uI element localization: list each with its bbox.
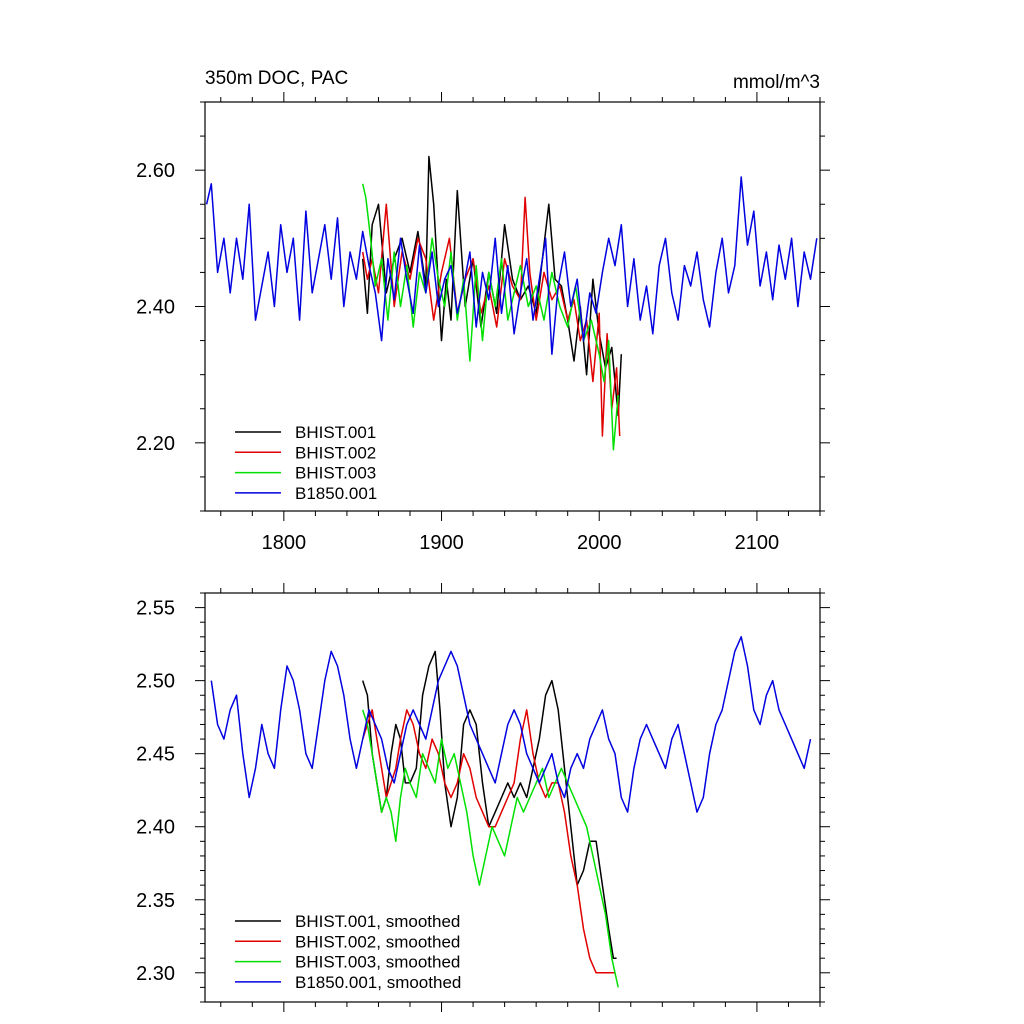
legend-label: BHIST.002, smoothed <box>295 932 460 951</box>
legend-label: BHIST.001 <box>295 423 376 442</box>
legend-label: BHIST.001, smoothed <box>295 912 460 931</box>
x-tick-label: 2000 <box>577 532 622 554</box>
y-tick-label: 2.60 <box>136 160 175 182</box>
legend-label: BHIST.003, smoothed <box>295 953 460 972</box>
series-line <box>361 709 615 974</box>
legend-label: BHIST.002 <box>295 443 376 462</box>
series-layer <box>210 636 812 988</box>
chart-title: 350m DOC, PAC <box>205 68 348 89</box>
series-layer <box>205 155 818 451</box>
plot-frame <box>204 592 821 1003</box>
legend-label: B1850.001 <box>295 484 377 503</box>
series-line <box>361 650 617 959</box>
y-tick-label: 2.45 <box>136 744 175 766</box>
y-tick-label: 2.30 <box>136 963 175 985</box>
series-line <box>210 636 812 813</box>
y-tick-label: 2.55 <box>136 598 175 620</box>
bottom-chart-panel: 2.30 2.35 2.40 2.45 2.50 2.55 BHIST.001, smoo… <box>136 583 830 1012</box>
legend-label: B1850.001, smoothed <box>295 973 461 992</box>
y-tick-label: 2.40 <box>136 817 175 839</box>
plot-frame <box>204 101 821 512</box>
y-tick-label: 2.35 <box>136 890 175 912</box>
legend-label: BHIST.003 <box>295 464 376 483</box>
x-tick-label: 2100 <box>735 532 780 554</box>
series-line <box>361 709 619 988</box>
series-line <box>205 176 818 355</box>
axis-layer: 2.30 2.35 2.40 2.45 2.50 2.55 <box>136 583 830 1012</box>
x-tick-label: 1800 <box>262 532 307 554</box>
axis-layer: 1800 1900 2000 2100 2.20 2.40 2.60 <box>136 92 830 554</box>
y-tick-label: 2.20 <box>136 433 175 455</box>
units-label: mmol/m^3 <box>733 72 820 93</box>
top-chart-panel: 350m DOC, PAC mmol/m^3 1800 1900 2000 2100 2… <box>136 68 830 554</box>
x-tick-label: 1900 <box>419 532 464 554</box>
y-tick-label: 2.50 <box>136 671 175 693</box>
y-tick-label: 2.40 <box>136 297 175 319</box>
series-line <box>361 183 619 451</box>
